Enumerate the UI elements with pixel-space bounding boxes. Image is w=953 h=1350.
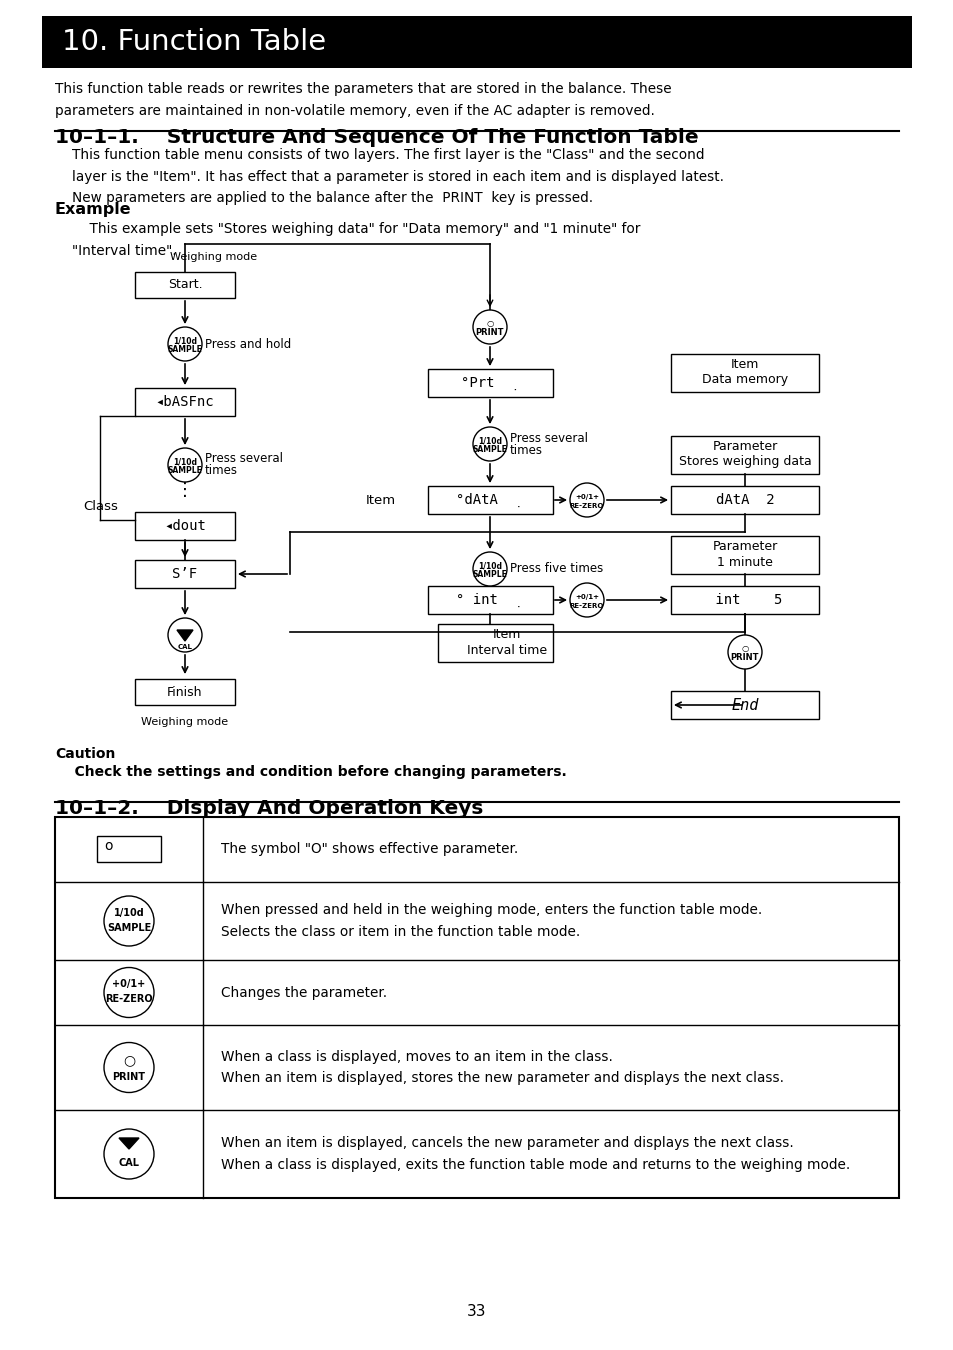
- Text: dAtA  2: dAtA 2: [715, 493, 774, 508]
- Text: times: times: [510, 444, 542, 456]
- Text: End: End: [731, 698, 758, 713]
- Text: RE-ZERO: RE-ZERO: [569, 603, 603, 609]
- Text: CAL: CAL: [118, 1158, 139, 1168]
- Text: This function table reads or rewrites the parameters that are stored in the bala: This function table reads or rewrites th…: [55, 82, 671, 117]
- Text: Press and hold: Press and hold: [205, 338, 291, 351]
- Text: int    5: int 5: [706, 593, 781, 608]
- Text: 1/10d: 1/10d: [113, 909, 144, 918]
- Text: Example: Example: [55, 202, 132, 217]
- Circle shape: [473, 552, 506, 586]
- Text: ◂bASFnc: ◂bASFnc: [155, 396, 214, 409]
- Text: o: o: [105, 840, 113, 853]
- Text: Item: Item: [730, 358, 759, 370]
- Circle shape: [168, 448, 202, 482]
- FancyBboxPatch shape: [428, 586, 553, 614]
- Text: Press several: Press several: [205, 452, 283, 466]
- Circle shape: [104, 968, 153, 1018]
- Text: +0/1+: +0/1+: [112, 980, 146, 990]
- Text: PRINT: PRINT: [476, 328, 504, 338]
- FancyBboxPatch shape: [428, 486, 553, 514]
- Text: 33: 33: [467, 1304, 486, 1319]
- Circle shape: [473, 427, 506, 460]
- Text: times: times: [205, 464, 237, 478]
- FancyBboxPatch shape: [670, 486, 818, 514]
- Text: ○: ○: [486, 319, 493, 328]
- Text: SAMPLE: SAMPLE: [168, 346, 202, 355]
- Text: Parameter: Parameter: [712, 540, 777, 552]
- FancyBboxPatch shape: [670, 354, 818, 391]
- Text: Data memory: Data memory: [701, 374, 787, 386]
- Polygon shape: [177, 630, 193, 641]
- Text: 10–1–2.    Display And Operation Keys: 10–1–2. Display And Operation Keys: [55, 799, 483, 818]
- Text: °Prt  ̣: °Prt ̣: [460, 377, 518, 390]
- Text: 1/10d: 1/10d: [172, 458, 196, 466]
- FancyBboxPatch shape: [670, 586, 818, 614]
- Text: SAMPLE: SAMPLE: [472, 446, 507, 455]
- Text: SAMPLE: SAMPLE: [472, 571, 507, 579]
- Circle shape: [473, 310, 506, 344]
- FancyBboxPatch shape: [42, 16, 911, 68]
- Text: When pressed and held in the weighing mode, enters the function table mode.
Sele: When pressed and held in the weighing mo…: [221, 903, 761, 938]
- FancyBboxPatch shape: [135, 387, 234, 416]
- FancyBboxPatch shape: [135, 679, 234, 705]
- Text: CAL: CAL: [177, 644, 193, 649]
- Text: RE-ZERO: RE-ZERO: [105, 995, 152, 1004]
- Text: +0/1+: +0/1+: [575, 494, 598, 499]
- Text: 10–1–1.    Structure And Sequence Of The Function Table: 10–1–1. Structure And Sequence Of The Fu…: [55, 128, 698, 147]
- Text: Press several: Press several: [510, 432, 587, 444]
- Circle shape: [727, 634, 761, 670]
- Text: 1/10d: 1/10d: [477, 436, 501, 446]
- Text: PRINT: PRINT: [112, 1072, 146, 1081]
- Text: ° int  ̣: ° int ̣: [456, 593, 523, 608]
- Text: When an item is displayed, cancels the new parameter and displays the next class: When an item is displayed, cancels the n…: [221, 1137, 849, 1172]
- Text: SAMPLE: SAMPLE: [168, 467, 202, 475]
- FancyBboxPatch shape: [428, 369, 553, 397]
- Text: Parameter: Parameter: [712, 440, 777, 452]
- FancyBboxPatch shape: [135, 271, 234, 298]
- Text: Weighing mode: Weighing mode: [141, 717, 229, 728]
- Text: This function table menu consists of two layers. The first layer is the "Class" : This function table menu consists of two…: [71, 148, 723, 205]
- FancyBboxPatch shape: [135, 512, 234, 540]
- FancyBboxPatch shape: [97, 836, 161, 861]
- Circle shape: [569, 483, 603, 517]
- Text: PRINT: PRINT: [730, 653, 759, 663]
- Text: Item: Item: [493, 628, 520, 640]
- Text: Interval time: Interval time: [466, 644, 546, 656]
- Text: 10. Function Table: 10. Function Table: [62, 28, 326, 55]
- Text: Weighing mode: Weighing mode: [170, 252, 257, 262]
- Text: S’F: S’F: [172, 567, 197, 580]
- Text: 1/10d: 1/10d: [172, 336, 196, 346]
- Text: 1/10d: 1/10d: [477, 562, 501, 570]
- FancyBboxPatch shape: [670, 536, 818, 574]
- Text: 1 minute: 1 minute: [717, 555, 772, 568]
- Circle shape: [569, 583, 603, 617]
- Circle shape: [168, 327, 202, 360]
- Circle shape: [104, 896, 153, 946]
- Text: Class: Class: [83, 501, 118, 513]
- Text: ○: ○: [123, 1053, 135, 1068]
- Text: This example sets "Stores weighing data" for "Data memory" and "1 minute" for
"I: This example sets "Stores weighing data"…: [71, 221, 639, 258]
- FancyBboxPatch shape: [437, 624, 553, 662]
- Text: The symbol "O" shows effective parameter.: The symbol "O" shows effective parameter…: [221, 842, 517, 856]
- Text: When a class is displayed, moves to an item in the class.
When an item is displa: When a class is displayed, moves to an i…: [221, 1050, 783, 1085]
- Circle shape: [104, 1129, 153, 1179]
- Text: Start.: Start.: [168, 278, 202, 292]
- Text: Stores weighing data: Stores weighing data: [678, 455, 810, 468]
- Text: Item: Item: [366, 494, 395, 506]
- Text: SAMPLE: SAMPLE: [107, 923, 151, 933]
- FancyBboxPatch shape: [135, 560, 234, 589]
- Text: Caution: Caution: [55, 747, 115, 761]
- FancyBboxPatch shape: [55, 817, 898, 1197]
- Text: Finish: Finish: [167, 686, 203, 698]
- Text: °dAtA  ̣: °dAtA ̣: [456, 493, 523, 508]
- Circle shape: [168, 618, 202, 652]
- Text: ⋮: ⋮: [175, 481, 193, 500]
- Circle shape: [104, 1042, 153, 1092]
- Text: Press five times: Press five times: [510, 563, 602, 575]
- Polygon shape: [119, 1138, 139, 1149]
- FancyBboxPatch shape: [670, 436, 818, 474]
- FancyBboxPatch shape: [670, 691, 818, 720]
- Text: RE-ZERO: RE-ZERO: [569, 504, 603, 509]
- Text: Changes the parameter.: Changes the parameter.: [221, 986, 387, 999]
